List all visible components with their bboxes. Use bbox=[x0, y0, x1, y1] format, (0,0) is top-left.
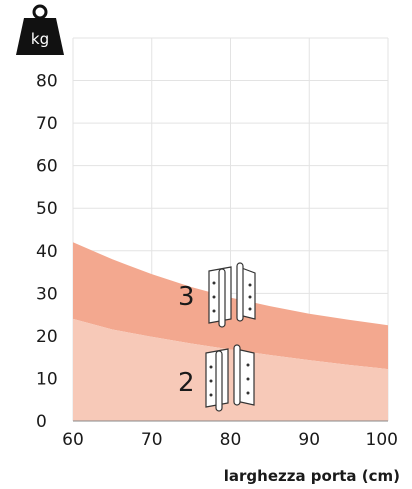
x-tick-label: 70 bbox=[141, 430, 163, 450]
x-tick-label: 90 bbox=[298, 430, 320, 450]
y-ticks: 0102030405060708090 bbox=[36, 29, 58, 432]
band-2 bbox=[73, 318, 388, 421]
hinge-icon-3 bbox=[208, 262, 256, 328]
x-tick-label: 100 bbox=[366, 430, 398, 450]
x-tick-label: 60 bbox=[62, 430, 84, 450]
y-tick-label: 30 bbox=[36, 284, 58, 304]
x-axis-label: larghezza porta (cm) bbox=[224, 467, 400, 485]
y-tick-label: 10 bbox=[36, 369, 58, 389]
y-tick-label: 40 bbox=[36, 242, 58, 262]
x-ticks: 60 70 80 90 100 bbox=[62, 430, 398, 450]
hinge-icon-2 bbox=[205, 344, 255, 412]
y-tick-label: 50 bbox=[36, 199, 58, 219]
x-tick-label: 80 bbox=[220, 430, 242, 450]
band-label-2: 2 bbox=[178, 368, 195, 398]
y-tick-label: 0 bbox=[36, 412, 47, 432]
y-tick-label: 70 bbox=[36, 114, 58, 134]
y-tick-label: 60 bbox=[36, 157, 58, 177]
y-axis-label: kg bbox=[31, 30, 49, 48]
y-tick-label: 80 bbox=[36, 72, 58, 92]
weight-icon: kg bbox=[16, 4, 64, 55]
y-tick-label: 20 bbox=[36, 327, 58, 347]
band-label-3: 3 bbox=[178, 282, 195, 312]
